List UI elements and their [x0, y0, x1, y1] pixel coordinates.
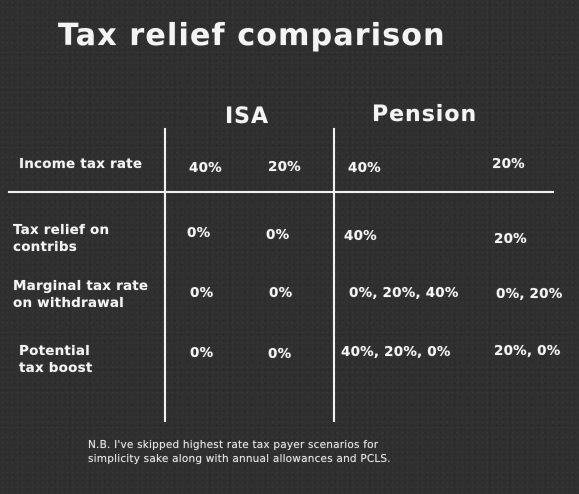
cell-marginal-isa-higher: 0%: [190, 285, 214, 301]
cell-income-pension-higher: 40%: [348, 160, 381, 176]
cell-boost-pension-higher: 40%, 20%, 0%: [341, 344, 451, 360]
cell-income-isa-higher: 40%: [189, 160, 222, 176]
row-label-income-tax-rate: Income tax rate: [19, 156, 143, 172]
cell-marginal-pension-basic: 0%, 20%: [496, 286, 563, 302]
column-header-pension: Pension: [372, 102, 478, 127]
column-header-isa: ISA: [225, 104, 270, 129]
row-label-marginal-tax: Marginal tax rate on withdrawal: [13, 278, 149, 311]
cell-relief-pension-basic: 20%: [494, 231, 527, 247]
footnote: N.B. I've skipped highest rate tax payer…: [88, 439, 391, 465]
cell-marginal-isa-basic: 0%: [269, 285, 293, 301]
cell-marginal-pension-higher: 0%, 20%, 40%: [349, 285, 459, 301]
table-divider-vertical-left: [164, 128, 166, 422]
row-label-tax-relief: Tax relief on contribs: [13, 222, 110, 255]
cell-relief-isa-higher: 0%: [187, 225, 211, 241]
page-title: Tax relief comparison: [58, 18, 446, 53]
cell-boost-isa-higher: 0%: [190, 345, 214, 361]
cell-relief-isa-basic: 0%: [266, 227, 290, 243]
cell-income-pension-basic: 20%: [492, 156, 525, 172]
table-divider-vertical-right: [333, 128, 335, 422]
row-label-potential-boost: Potential tax boost: [19, 343, 93, 376]
cell-relief-pension-higher: 40%: [344, 228, 377, 244]
cell-boost-pension-basic: 20%, 0%: [494, 343, 561, 359]
cell-income-isa-basic: 20%: [268, 159, 301, 175]
cell-boost-isa-basic: 0%: [268, 346, 292, 362]
table-divider-horizontal: [8, 191, 554, 193]
